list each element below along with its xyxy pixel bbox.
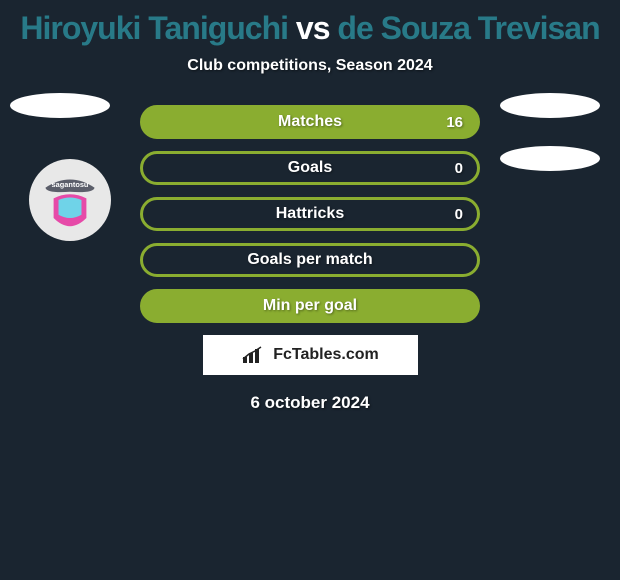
stat-value: 0 [455,206,463,223]
subtitle: Club competitions, Season 2024 [0,57,620,75]
stat-label: Hattricks [143,205,477,223]
stat-row: Goals0 [140,151,480,185]
player1-name: Hiroyuki Taniguchi [20,10,288,46]
player1-badge [10,93,110,118]
stat-label: Goals per match [143,251,477,269]
stat-row: Hattricks0 [140,197,480,231]
left-badges [10,93,110,146]
date-line: 6 october 2024 [0,393,620,413]
player2-name: de Souza Trevisan [337,10,599,46]
stat-label: Min per goal [143,297,477,315]
vs-text: vs [296,10,330,46]
club-logo: sagantosu [29,159,111,241]
chart-icon [241,345,267,365]
infographic-container: Hiroyuki Taniguchi vs de Souza Trevisan … [0,0,620,423]
stat-row: Matches16 [140,105,480,139]
brand-logo: FcTables.com [203,335,418,375]
page-title: Hiroyuki Taniguchi vs de Souza Trevisan [0,10,620,47]
stat-label: Matches [143,113,477,131]
svg-text:sagantosu: sagantosu [52,180,89,189]
stat-value: 0 [455,160,463,177]
stat-row: Min per goal [140,289,480,323]
sagantosu-logo-icon: sagantosu [29,159,111,241]
stat-value: 16 [446,114,463,131]
stat-row: Goals per match [140,243,480,277]
right-badges [500,93,600,199]
stats-section: sagantosu Matches16Goals0Hattricks0Goals… [0,105,620,323]
stat-label: Goals [143,159,477,177]
player2-badge-1 [500,93,600,118]
player2-badge-2 [500,146,600,171]
brand-text: FcTables.com [273,346,379,364]
